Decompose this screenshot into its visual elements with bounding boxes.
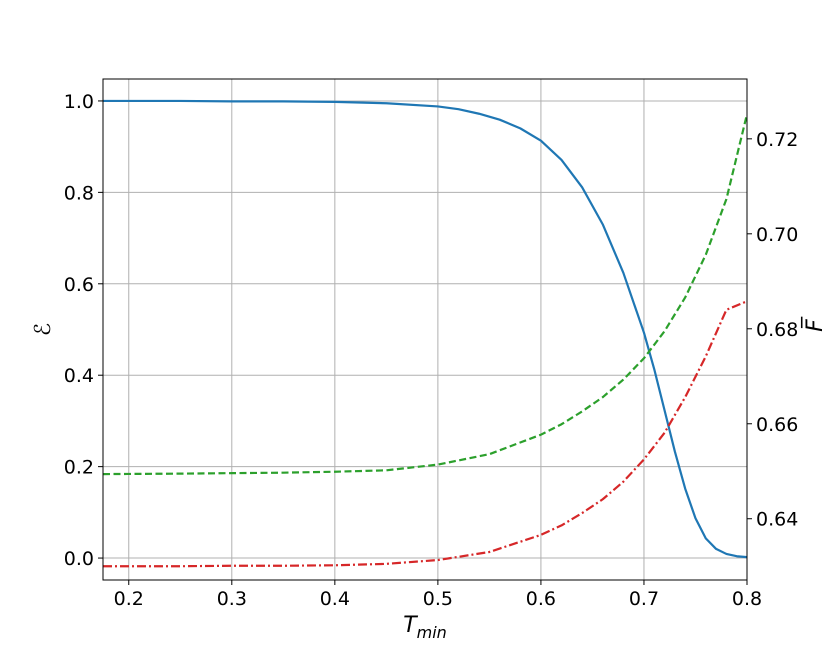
x-tick-label: 0.5 xyxy=(423,588,453,610)
series-lines xyxy=(102,99,749,568)
y-left-tick-label: 1.0 xyxy=(64,91,94,113)
y-left-axis-label: ℰ xyxy=(31,323,56,336)
x-axis-ticks: 0.2 0.3 0.4 0.5 0.6 0.7 0.8 xyxy=(114,580,762,610)
y-right-tick-label: 0.68 xyxy=(756,319,798,341)
y-right-tick-label: 0.72 xyxy=(756,129,798,151)
y-right-axis-label: F̅ xyxy=(801,316,828,332)
x-axis-label-main: T xyxy=(403,613,418,638)
x-tick-label: 0.2 xyxy=(114,588,144,610)
y-right-tick-label: 0.66 xyxy=(756,414,798,436)
plot-frame xyxy=(102,78,748,581)
x-tick-label: 0.3 xyxy=(217,588,247,610)
y-left-tick-label: 0.2 xyxy=(64,457,94,479)
y-left-tick-label: 0.8 xyxy=(64,182,94,204)
x-tick-label: 0.6 xyxy=(526,588,556,610)
y-left-tick-label: 0.6 xyxy=(64,274,94,296)
y-left-tick-label: 0.0 xyxy=(64,548,94,570)
x-tick-label: 0.7 xyxy=(629,588,659,610)
y-right-tick-label: 0.70 xyxy=(756,224,798,246)
x-tick-label: 0.8 xyxy=(732,588,762,610)
series-line-2 xyxy=(102,113,749,476)
x-axis-label: Tmin xyxy=(403,613,447,642)
y-right-axis-ticks: 0.64 0.66 0.68 0.70 0.72 xyxy=(747,129,798,531)
y-left-tick-label: 0.4 xyxy=(64,365,94,387)
grid-lines xyxy=(103,79,748,580)
y-left-axis-ticks: 0.0 0.2 0.4 0.6 0.8 1.0 xyxy=(64,91,103,570)
x-axis-label-sub: min xyxy=(417,623,447,642)
series-line-3 xyxy=(103,300,748,568)
y-right-tick-label: 0.64 xyxy=(756,509,798,531)
series-line-1 xyxy=(103,99,748,559)
x-tick-label: 0.4 xyxy=(320,588,350,610)
